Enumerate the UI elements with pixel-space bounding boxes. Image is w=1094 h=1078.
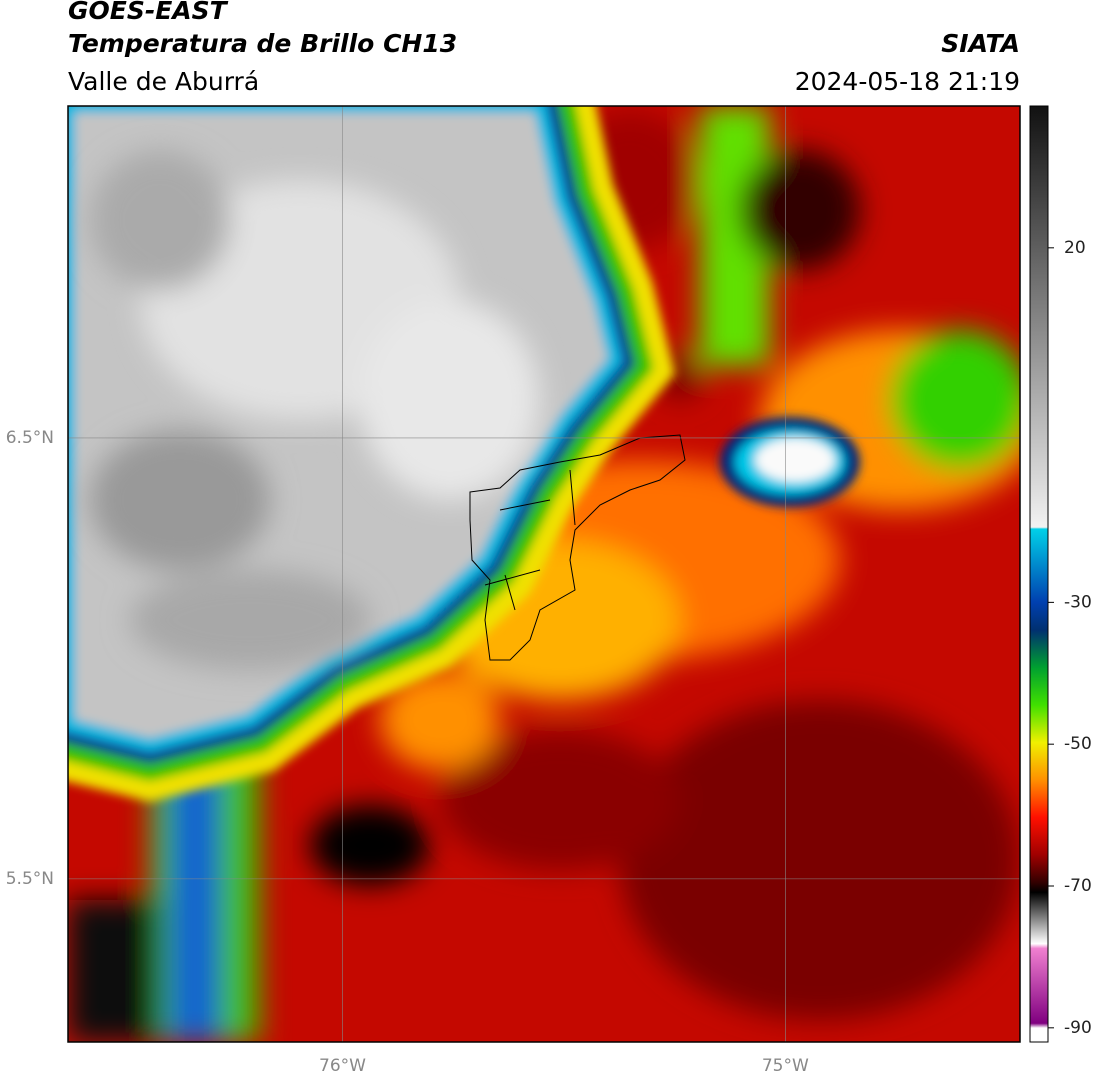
plot-frame bbox=[67, 105, 1021, 1043]
y-tick-label: 6.5°N bbox=[6, 428, 54, 448]
region: Valle de Aburrá bbox=[68, 67, 259, 96]
title: GOES-EAST bbox=[68, 0, 229, 25]
colorbar bbox=[1029, 105, 1049, 1043]
x-tick-label: 76°W bbox=[319, 1056, 366, 1076]
colorbar-tick-label: -30 bbox=[1064, 592, 1092, 612]
y-tick-label: 5.5°N bbox=[6, 869, 54, 889]
colorbar-tick-label: 20 bbox=[1064, 238, 1086, 258]
colorbar-tick-label: -70 bbox=[1064, 876, 1092, 896]
timestamp: 2024-05-18 21:19 bbox=[795, 67, 1020, 96]
grid bbox=[68, 106, 1020, 1042]
municipality-boundaries bbox=[469, 434, 686, 661]
colorbar-tick-label: -50 bbox=[1064, 734, 1092, 754]
colorbar-tick-label: -90 bbox=[1064, 1018, 1092, 1038]
source: SIATA bbox=[941, 29, 1020, 58]
satellite-image bbox=[68, 106, 1020, 1042]
subtitle: Temperatura de Brillo CH13 bbox=[68, 29, 457, 58]
x-tick-label: 75°W bbox=[762, 1056, 809, 1076]
